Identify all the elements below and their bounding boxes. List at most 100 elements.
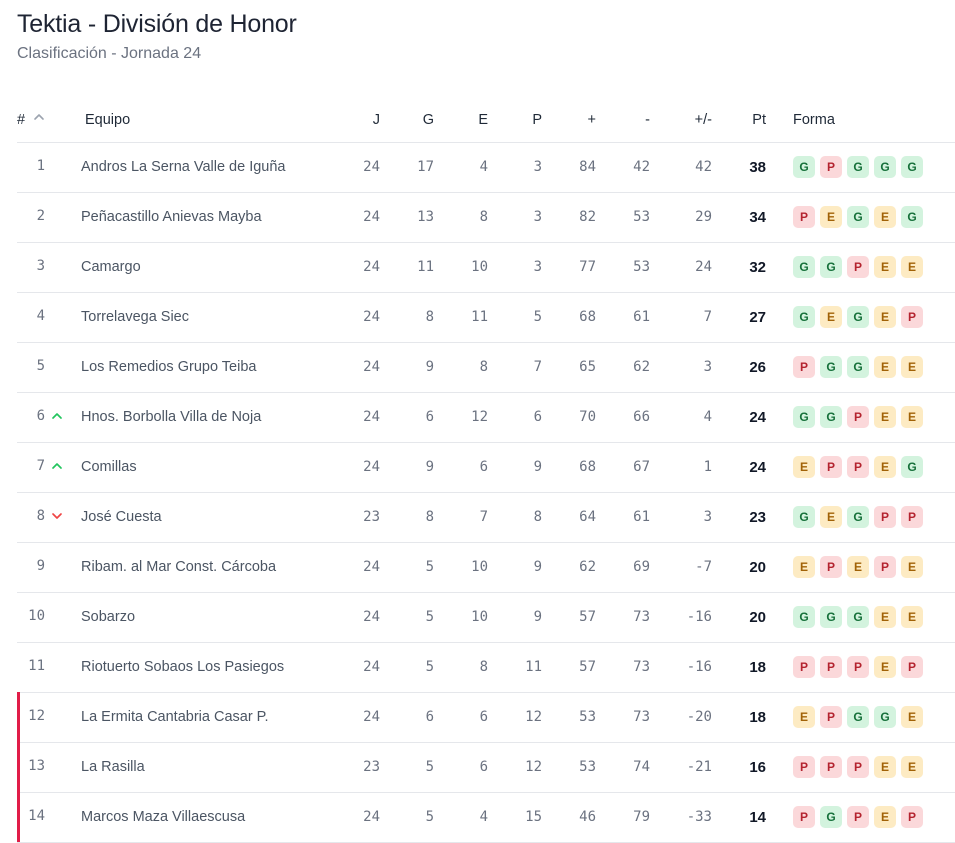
team-name[interactable]: Ribam. al Mar Const. Cárcoba: [81, 559, 277, 575]
won-cell: 17: [417, 159, 434, 175]
form-badge: E: [793, 556, 815, 578]
team-name[interactable]: Sobarzo: [81, 609, 136, 625]
col-header-goal-diff[interactable]: +/-: [694, 112, 712, 128]
team-name[interactable]: La Ermita Cantabria Casar P.: [81, 709, 269, 725]
goals-for-cell: 68: [579, 309, 596, 325]
position-cell: 8: [36, 508, 45, 524]
position-cell: 2: [36, 208, 45, 224]
form-badge: G: [847, 156, 869, 178]
lost-cell: 9: [533, 459, 542, 475]
form-badge: E: [820, 306, 842, 328]
points-cell: 16: [749, 759, 766, 776]
form-badge: E: [901, 256, 923, 278]
form-badge: E: [901, 556, 923, 578]
table-row[interactable]: 14 Marcos Maza Villaescusa 24 5 4 15 46 79 -33 14…: [17, 792, 955, 843]
form-badge: P: [793, 356, 815, 378]
position-cell: 1: [36, 158, 45, 174]
form-badge: P: [793, 756, 815, 778]
col-header-lost[interactable]: P: [532, 112, 542, 128]
played-cell: 24: [363, 659, 380, 675]
goals-for-cell: 68: [579, 459, 596, 475]
form-badge: E: [901, 356, 923, 378]
table-row[interactable]: 8 José Cuesta 23 8 7 8 64 61 3 23 G E G P P: [17, 492, 955, 542]
form-badge: E: [874, 756, 896, 778]
drawn-cell: 11: [471, 309, 488, 325]
won-cell: 5: [425, 759, 434, 775]
lost-cell: 5: [533, 309, 542, 325]
table-row[interactable]: 2 Peñacastillo Anievas Mayba 24 13 8 3 82 53 29 3…: [17, 192, 955, 242]
position-cell: 4: [36, 308, 45, 324]
form-badge: E: [901, 706, 923, 728]
goals-against-cell: 67: [633, 459, 650, 475]
form-badge: G: [793, 156, 815, 178]
col-header-played[interactable]: J: [372, 112, 380, 128]
table-row[interactable]: 13 La Rasilla 23 5 6 12 53 74 -21 16 P P P E E: [17, 742, 955, 792]
goals-for-cell: 84: [579, 159, 596, 175]
team-name[interactable]: Marcos Maza Villaescusa: [81, 809, 246, 825]
table-row[interactable]: 3 Camargo 24 11 10 3 77 53 24 32 G G P E E: [17, 242, 955, 292]
col-header-points[interactable]: Pt: [752, 112, 766, 128]
table-row[interactable]: 1 Andros La Serna Valle de Iguña 24 17 4 3 84 4…: [17, 142, 955, 192]
form-badge: G: [820, 256, 842, 278]
goals-for-cell: 82: [579, 209, 596, 225]
team-name[interactable]: La Rasilla: [81, 759, 145, 775]
drawn-cell: 10: [471, 559, 488, 575]
team-name[interactable]: Andros La Serna Valle de Iguña: [81, 159, 286, 175]
team-name[interactable]: Peñacastillo Anievas Mayba: [81, 209, 262, 225]
position-cell: 13: [28, 758, 45, 774]
table-row[interactable]: 10 Sobarzo 24 5 10 9 57 73 -16 20 G G G E E: [17, 592, 955, 642]
team-name[interactable]: José Cuesta: [81, 509, 162, 525]
drawn-cell: 10: [471, 609, 488, 625]
col-header-goals-for[interactable]: +: [587, 112, 596, 128]
table-row[interactable]: 12 La Ermita Cantabria Casar P. 24 6 6 12 53 73…: [17, 692, 955, 742]
form-badge: E: [874, 806, 896, 828]
goal-diff-cell: -16: [686, 659, 712, 675]
position-cell: 10: [28, 608, 45, 624]
col-header-won[interactable]: G: [422, 112, 434, 128]
table-row[interactable]: 4 Torrelavega Siec 24 8 11 5 68 61 7 27 G E G E P: [17, 292, 955, 342]
goals-against-cell: 73: [633, 709, 650, 725]
col-header-pos[interactable]: #: [17, 112, 26, 128]
goal-diff-cell: 3: [703, 509, 712, 525]
team-name[interactable]: Hnos. Borbolla Villa de Noja: [81, 409, 262, 425]
form-badge: P: [901, 306, 923, 328]
col-header-team[interactable]: Equipo: [85, 112, 131, 128]
team-name[interactable]: Torrelavega Siec: [81, 309, 189, 325]
drawn-cell: 4: [479, 159, 488, 175]
table-row[interactable]: 7 Comillas 24 9 6 9 68 67 1 24 E P P E G: [17, 442, 955, 492]
team-name[interactable]: Comillas: [81, 459, 137, 475]
position-cell: 3: [36, 258, 45, 274]
team-name[interactable]: Riotuerto Sobaos Los Pasiegos: [81, 659, 285, 675]
table-row[interactable]: 5 Los Remedios Grupo Teiba 24 9 8 7 65 62 3 26 P G G…: [17, 342, 955, 392]
goal-diff-cell: -20: [686, 709, 712, 725]
table-row[interactable]: 9 Ribam. al Mar Const. Cárcoba 24 5 10 9 62 69 -…: [17, 542, 955, 592]
team-name[interactable]: Los Remedios Grupo Teiba: [81, 359, 257, 375]
form-badge: P: [874, 506, 896, 528]
col-header-goals-against[interactable]: -: [645, 112, 650, 128]
form-badge: P: [901, 656, 923, 678]
form-badge: G: [793, 506, 815, 528]
form-badge: E: [793, 706, 815, 728]
team-name[interactable]: Camargo: [81, 259, 141, 275]
goal-diff-cell: 29: [695, 209, 712, 225]
col-header-drawn[interactable]: E: [478, 112, 488, 128]
played-cell: 24: [363, 609, 380, 625]
table-row[interactable]: 6 Hnos. Borbolla Villa de Noja 24 6 12 6 70 66 4…: [17, 392, 955, 442]
form-badge: E: [874, 306, 896, 328]
position-cell: 14: [28, 808, 45, 824]
form-badge: G: [793, 606, 815, 628]
points-cell: 18: [749, 709, 766, 726]
position-cell: 11: [28, 658, 45, 674]
goals-against-cell: 53: [633, 209, 650, 225]
table-row[interactable]: 11 Riotuerto Sobaos Los Pasiegos 24 5 8 11 57 7…: [17, 642, 955, 692]
sort-ascending-icon[interactable]: [33, 111, 45, 123]
goals-for-cell: 46: [579, 809, 596, 825]
points-cell: 27: [749, 309, 766, 326]
